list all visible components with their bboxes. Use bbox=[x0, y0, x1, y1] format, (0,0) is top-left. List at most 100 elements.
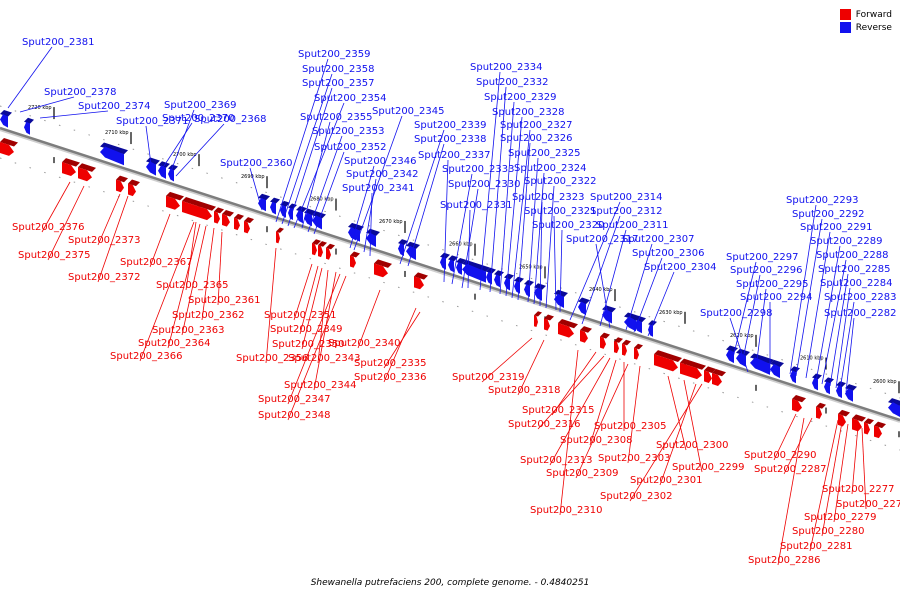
gene-label[interactable]: Sput200_2296 bbox=[730, 265, 803, 276]
reverse-gene[interactable] bbox=[888, 398, 900, 417]
gene-label[interactable]: Sput200_2344 bbox=[284, 380, 357, 391]
gene-label[interactable]: Sput200_2282 bbox=[824, 308, 897, 319]
gene-label[interactable]: Sput200_2324 bbox=[514, 163, 587, 174]
gene-label[interactable]: Sput200_2358 bbox=[302, 64, 375, 75]
forward-gene[interactable] bbox=[600, 332, 610, 349]
gene-label[interactable]: Sput200_2317 bbox=[566, 234, 639, 245]
gene-label[interactable]: Sput200_2353 bbox=[312, 126, 385, 137]
reverse-gene[interactable] bbox=[146, 157, 160, 176]
gene-label[interactable]: Sput200_2345 bbox=[372, 106, 445, 117]
gene-label[interactable]: Sput200_2365 bbox=[156, 280, 229, 291]
forward-gene[interactable] bbox=[852, 414, 866, 432]
reverse-gene[interactable] bbox=[366, 228, 380, 247]
gene-label[interactable]: Sput200_2302 bbox=[600, 491, 673, 502]
gene-label[interactable]: Sput200_2304 bbox=[644, 262, 717, 273]
forward-gene[interactable] bbox=[680, 358, 706, 380]
gene-label[interactable]: Sput200_2325 bbox=[508, 148, 581, 159]
gene-label[interactable]: Sput200_2285 bbox=[818, 264, 891, 275]
gene-label[interactable]: Sput200_2319 bbox=[452, 372, 525, 383]
gene-label[interactable]: Sput200_2357 bbox=[302, 78, 375, 89]
forward-gene[interactable] bbox=[166, 191, 184, 210]
gene-label[interactable]: Sput200_2373 bbox=[68, 235, 141, 246]
gene-label[interactable]: Sput200_2351 bbox=[264, 310, 337, 321]
reverse-gene[interactable] bbox=[406, 241, 420, 260]
reverse-gene[interactable] bbox=[0, 110, 12, 128]
gene-label[interactable]: Sput200_2349 bbox=[270, 324, 343, 335]
gene-label[interactable]: Sput200_2381 bbox=[22, 37, 95, 48]
forward-gene[interactable] bbox=[792, 394, 806, 412]
forward-gene[interactable] bbox=[374, 259, 392, 278]
gene-label[interactable]: Sput200_2330 bbox=[448, 179, 521, 190]
forward-gene[interactable] bbox=[350, 251, 360, 268]
forward-gene[interactable] bbox=[558, 319, 578, 338]
gene-label[interactable]: Sput200_2281 bbox=[780, 541, 853, 552]
gene-label[interactable]: Sput200_2311 bbox=[596, 220, 669, 231]
gene-label[interactable]: Sput200_2359 bbox=[298, 49, 371, 60]
gene-label[interactable]: Sput200_2338 bbox=[414, 134, 487, 145]
reverse-gene[interactable] bbox=[258, 193, 270, 212]
gene-label[interactable]: Sput200_2291 bbox=[800, 222, 873, 233]
gene-label[interactable]: Sput200_2347 bbox=[258, 394, 331, 405]
gene-label[interactable]: Sput200_2371 bbox=[116, 116, 189, 127]
gene-label[interactable]: Sput200_2321 bbox=[524, 206, 597, 217]
gene-label[interactable]: Sput200_2294 bbox=[740, 292, 813, 303]
reverse-gene[interactable] bbox=[750, 353, 774, 375]
gene-label[interactable]: Sput200_2295 bbox=[736, 279, 809, 290]
gene-label[interactable]: Sput200_2286 bbox=[748, 555, 821, 566]
gene-label[interactable]: Sput200_2301 bbox=[630, 475, 703, 486]
reverse-gene[interactable] bbox=[504, 273, 514, 291]
gene-label[interactable]: Sput200_2348 bbox=[258, 410, 331, 421]
gene-label[interactable]: Sput200_2367 bbox=[120, 257, 193, 268]
forward-gene[interactable] bbox=[222, 210, 234, 227]
legend-reverse[interactable]: Reverse bbox=[839, 21, 892, 34]
gene-label[interactable]: Sput200_2370 bbox=[162, 113, 235, 124]
forward-gene[interactable] bbox=[864, 418, 874, 435]
gene-label[interactable]: Sput200_2335 bbox=[354, 358, 427, 369]
forward-gene[interactable] bbox=[62, 158, 80, 177]
gene-label[interactable]: Sput200_2375 bbox=[18, 250, 91, 261]
forward-gene[interactable] bbox=[654, 350, 682, 372]
reverse-gene[interactable] bbox=[648, 320, 657, 337]
gene-label[interactable]: Sput200_2315 bbox=[522, 405, 595, 416]
forward-gene[interactable] bbox=[78, 163, 96, 182]
gene-label[interactable]: Sput200_2305 bbox=[594, 421, 667, 432]
gene-label[interactable]: Sput200_2280 bbox=[792, 526, 865, 537]
forward-gene[interactable] bbox=[580, 326, 592, 343]
forward-gene[interactable] bbox=[816, 402, 826, 419]
forward-gene[interactable] bbox=[116, 175, 128, 193]
reverse-gene[interactable] bbox=[790, 366, 800, 384]
gene-label[interactable]: Sput200_2331 bbox=[440, 200, 513, 211]
gene-label[interactable]: Sput200_2368 bbox=[194, 114, 267, 125]
gene-label[interactable]: Sput200_2328 bbox=[492, 107, 565, 118]
gene-label[interactable]: Sput200_2279 bbox=[804, 512, 877, 523]
gene-label[interactable]: Sput200_2309 bbox=[546, 468, 619, 479]
forward-gene[interactable] bbox=[874, 421, 886, 439]
gene-label[interactable]: Sput200_2306 bbox=[632, 248, 705, 259]
reverse-gene[interactable] bbox=[24, 117, 34, 135]
reverse-gene[interactable] bbox=[270, 197, 280, 215]
gene-label[interactable]: Sput200_2332 bbox=[476, 77, 549, 88]
gene-label[interactable]: Sput200_2320 bbox=[532, 220, 605, 231]
legend-forward[interactable]: Forward bbox=[839, 8, 892, 21]
gene-label[interactable]: Sput200_2354 bbox=[314, 93, 387, 104]
gene-label[interactable]: Sput200_2293 bbox=[786, 195, 859, 206]
forward-gene[interactable] bbox=[244, 217, 254, 234]
forward-gene[interactable] bbox=[234, 213, 244, 231]
reverse-gene[interactable] bbox=[634, 315, 646, 334]
gene-label[interactable]: Sput200_2334 bbox=[470, 62, 543, 73]
gene-label[interactable]: Sput200_2363 bbox=[152, 325, 225, 336]
forward-gene[interactable] bbox=[128, 179, 140, 197]
gene-label[interactable]: Sput200_2308 bbox=[560, 435, 633, 446]
gene-label[interactable]: Sput200_2376 bbox=[12, 222, 85, 233]
forward-gene[interactable] bbox=[214, 207, 224, 224]
gene-label[interactable]: Sput200_2350 bbox=[272, 339, 345, 350]
gene-label[interactable]: Sput200_2342 bbox=[346, 169, 419, 180]
gene-label[interactable]: Sput200_2327 bbox=[500, 120, 573, 131]
gene-label[interactable]: Sput200_2346 bbox=[344, 156, 417, 167]
gene-label[interactable]: Sput200_2298 bbox=[700, 308, 773, 319]
forward-gene[interactable] bbox=[544, 314, 554, 331]
gene-label[interactable]: Sput200_2314 bbox=[590, 192, 663, 203]
gene-label[interactable]: Sput200_2352 bbox=[314, 142, 387, 153]
gene-label[interactable]: Sput200_2372 bbox=[68, 272, 141, 283]
gene-label[interactable]: Sput200_2337 bbox=[418, 150, 491, 161]
